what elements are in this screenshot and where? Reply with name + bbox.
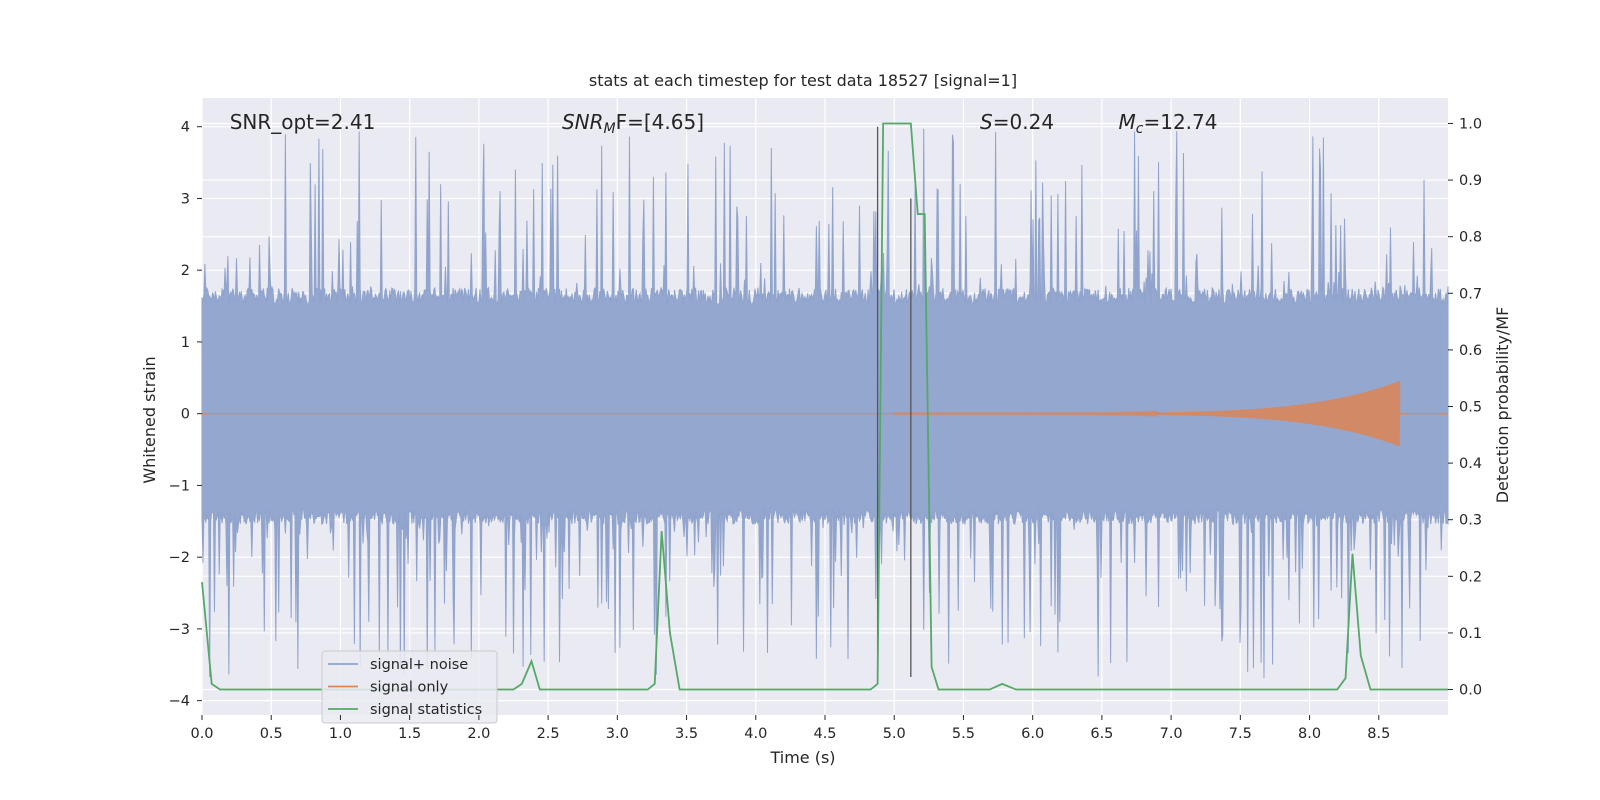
legend-entry-label: signal only — [370, 680, 449, 696]
x-tick-label: 6.0 — [1021, 726, 1044, 742]
plot-area — [201, 98, 1449, 715]
legend: signal+ noise signal only signal statistic… — [321, 650, 498, 724]
y-left-tick-label: 2 — [181, 263, 190, 279]
y-left-tick-label: −4 — [169, 694, 190, 710]
y-right-tick-label: 0.3 — [1459, 513, 1482, 529]
x-tick-label: 3.0 — [606, 726, 629, 742]
y-axis-label-left: Whitened strain — [140, 356, 159, 483]
x-tick-label: 2.0 — [467, 726, 490, 742]
annotation-part: =0.24 — [993, 110, 1054, 134]
y-right-tick-label: 0.4 — [1459, 456, 1482, 472]
chart-title: stats at each timestep for test data 185… — [589, 71, 1017, 90]
y-axis-label-right: Detection probability/MF — [1493, 307, 1512, 504]
y-left-tick-label: −3 — [169, 622, 190, 638]
x-tick-label: 0.5 — [260, 726, 283, 742]
annotation-part: F=[4.65] — [616, 110, 704, 134]
legend-box — [321, 650, 498, 724]
x-tick-label: 7.0 — [1160, 726, 1183, 742]
series-signal-noise — [201, 128, 1449, 679]
y-left-tick-label: 4 — [181, 120, 190, 136]
annotation-label: SNRMF=[4.65] — [562, 110, 704, 137]
x-tick-label: 5.5 — [952, 726, 975, 742]
y-left-tick-label: −1 — [169, 478, 190, 494]
legend-entry-label: signal statistics — [370, 702, 482, 718]
x-axis-label: Time (s) — [769, 748, 835, 767]
y-right-tick-label: 0.2 — [1459, 569, 1482, 585]
annotation-part: =12.74 — [1143, 110, 1217, 134]
annotation-subscript: c — [1136, 121, 1144, 137]
y-right-tick-label: 1.0 — [1459, 116, 1482, 132]
y-right-tick-label: 0.7 — [1459, 286, 1482, 302]
x-tick-label: 4.5 — [813, 726, 836, 742]
y-left-tick-label: 1 — [181, 335, 190, 351]
y-right-tick-label: 0.9 — [1459, 173, 1482, 189]
y-right-tick-label: 0.0 — [1459, 683, 1482, 699]
annotation-label: SNR_opt=2.41 — [230, 110, 376, 134]
x-tick-label: 1.0 — [329, 726, 352, 742]
y-right-tick-label: 0.1 — [1459, 626, 1482, 642]
legend-entry-label: signal+ noise — [370, 657, 468, 673]
y-left-tick-label: 0 — [181, 407, 190, 423]
annotation-part: M — [1119, 110, 1136, 134]
x-tick-label: 8.5 — [1367, 726, 1390, 742]
annotation-part: S — [980, 110, 993, 134]
annotation-part: SNR_opt=2.41 — [230, 110, 376, 134]
x-tick-label: 1.5 — [398, 726, 421, 742]
x-tick-label: 0.0 — [190, 726, 213, 742]
y-left-tick-label: −2 — [169, 550, 190, 566]
y-right-tick-label: 0.6 — [1459, 343, 1482, 359]
x-tick-label: 4.0 — [744, 726, 767, 742]
series-signal-only — [202, 380, 1448, 447]
series-signal-statistics — [201, 122, 1448, 691]
annotation-subscript: M — [604, 121, 616, 137]
annotation-label: Mc=12.74 — [1119, 110, 1218, 137]
y-right-tick-label: 0.8 — [1459, 230, 1482, 246]
x-tick-label: 2.5 — [537, 726, 560, 742]
x-tick-label: 8.0 — [1298, 726, 1321, 742]
annotation-label: S=0.24 — [980, 110, 1054, 134]
annotation-part: SNR — [562, 110, 604, 134]
y-right-tick-label: 0.5 — [1459, 400, 1482, 416]
x-tick-label: 6.5 — [1090, 726, 1113, 742]
x-tick-label: 3.5 — [675, 726, 698, 742]
y-left-tick-label: 3 — [181, 191, 190, 207]
x-tick-label: 7.5 — [1229, 726, 1252, 742]
x-tick-label: 5.0 — [883, 726, 906, 742]
